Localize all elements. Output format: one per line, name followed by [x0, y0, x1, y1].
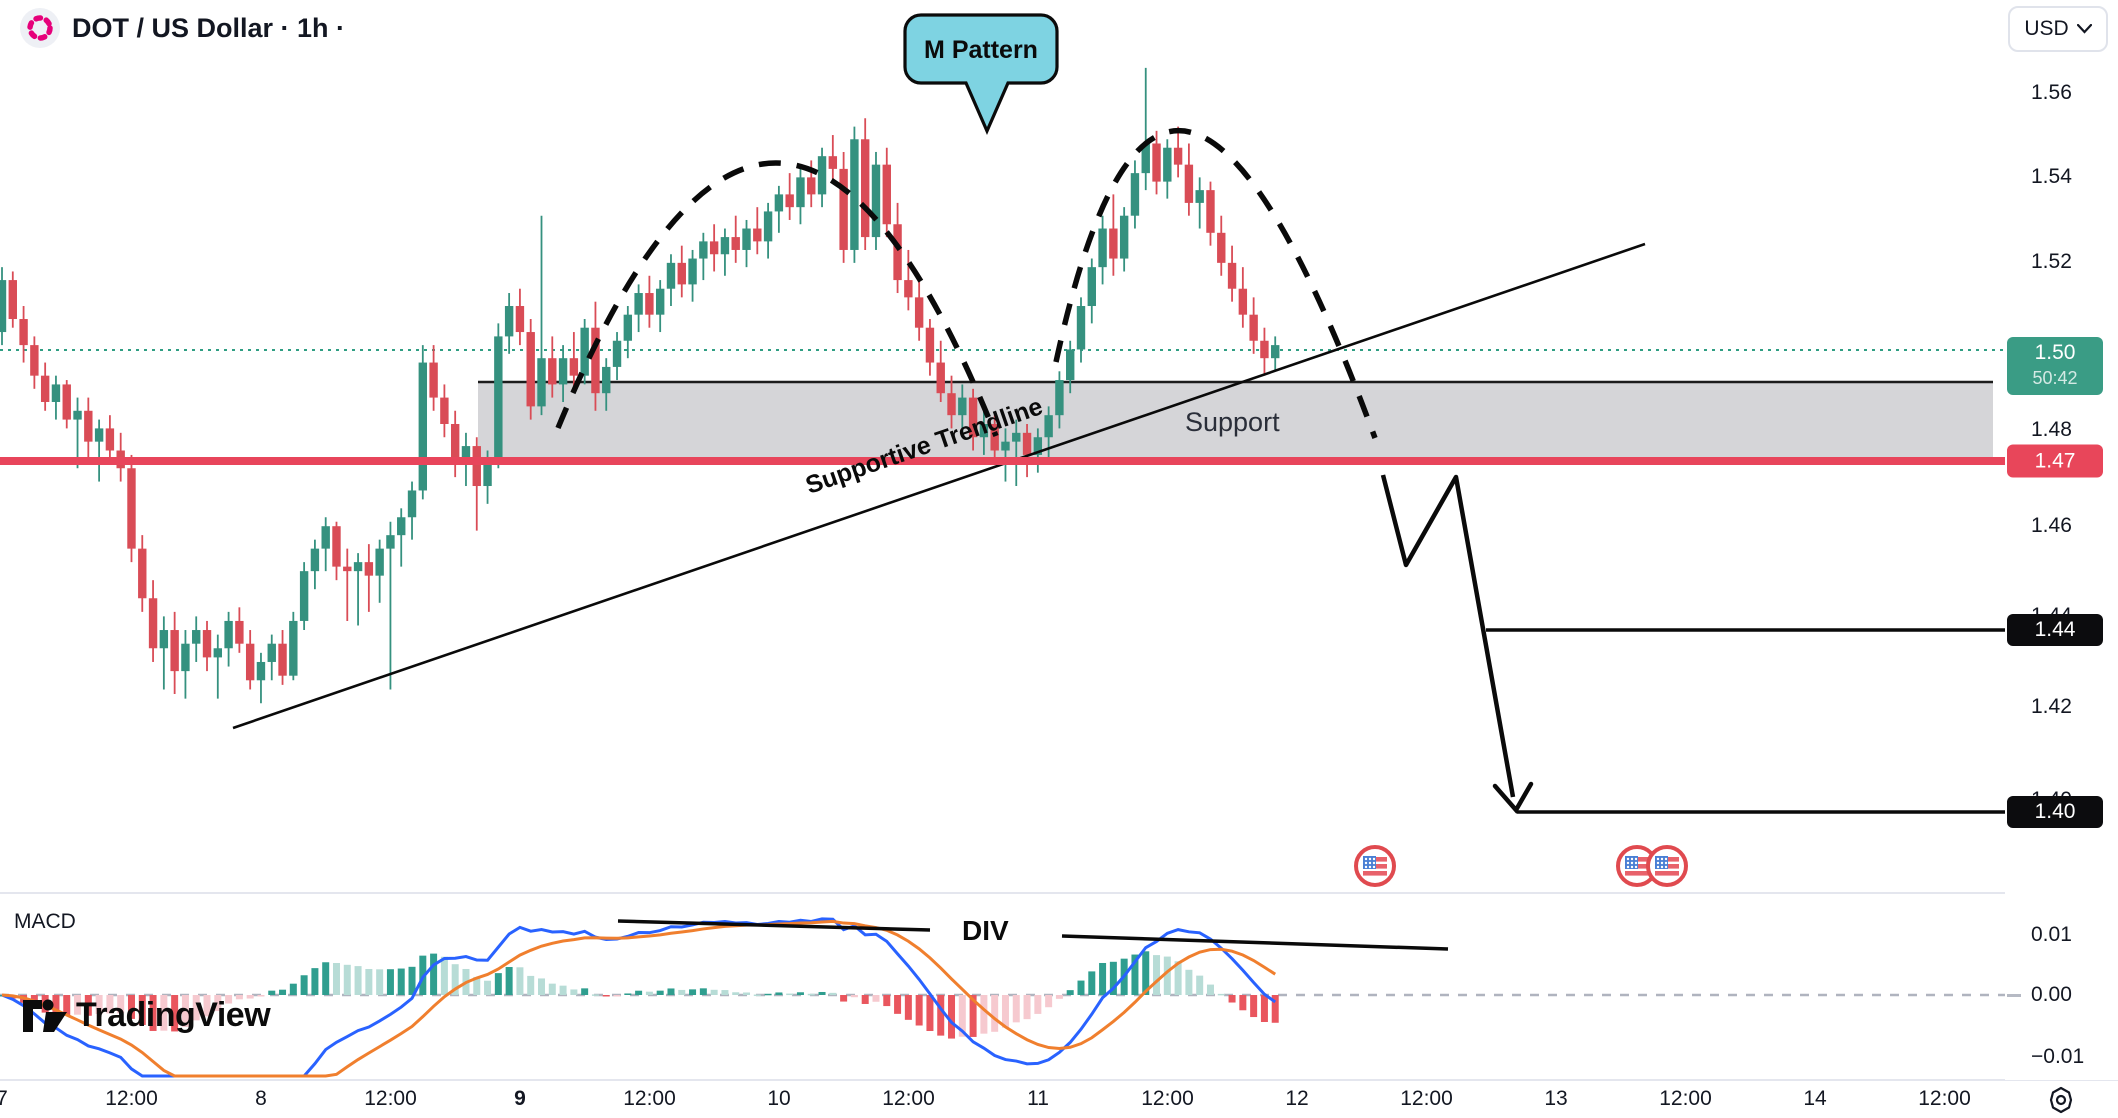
pane-divider[interactable]	[0, 892, 2118, 894]
us-event-flag-icon[interactable]	[1645, 844, 1689, 893]
tradingview-logo-icon	[23, 999, 67, 1032]
symbol-title[interactable]: DOT / US Dollar · 1h ·	[72, 12, 346, 43]
support-price-badge[interactable]: 1.47	[2007, 444, 2103, 478]
time-tick-12:00: 12:00	[1141, 1087, 1194, 1110]
macd-signal-line	[1, 919, 1277, 1078]
m-pattern-callout[interactable]: M Pattern	[903, 13, 1059, 135]
currency-label: USD	[2024, 17, 2069, 40]
time-tick-12:00: 12:00	[1659, 1087, 1712, 1110]
price-tick-−0.01: −0.01	[2031, 1045, 2085, 1068]
m-pattern-arc-1	[555, 160, 999, 438]
bar-countdown: 50:42	[2032, 368, 2078, 388]
time-tick-12:00: 12:00	[105, 1087, 158, 1110]
time-tick-8: 8	[255, 1087, 267, 1110]
m-pattern-arc-2	[1053, 127, 1378, 439]
time-tick-12:00: 12:00	[1918, 1087, 1971, 1110]
price-tick-1.42: 1.42	[2031, 695, 2072, 718]
price-tick-0.00: 0.00	[2031, 983, 2072, 1006]
time-tick-11: 11	[1027, 1087, 1049, 1110]
time-tick-13: 13	[1544, 1087, 1568, 1110]
chevron-down-icon	[2076, 24, 2092, 34]
support-zone-label: Support	[1185, 407, 1280, 437]
current-price-badge[interactable]: 1.50 50:42	[2007, 337, 2103, 395]
time-tick-12: 12	[1285, 1087, 1309, 1110]
price-tick-1.54: 1.54	[2031, 165, 2072, 188]
price-tick-1.46: 1.46	[2031, 514, 2072, 537]
target-price-badge-144[interactable]: 1.44	[2007, 614, 2103, 646]
breakdown-arrow	[1380, 474, 1534, 814]
divergence-line-right[interactable]	[1061, 934, 1449, 951]
price-axis[interactable]: 1.50 50:42 1.47 1.44 1.40 1.56 1.54 1.52 1.…	[2005, 0, 2118, 1080]
divergence-line-left[interactable]	[617, 919, 931, 932]
target-price-badge-140[interactable]: 1.40	[2007, 796, 2103, 828]
time-tick-14: 14	[1803, 1087, 1827, 1110]
current-price-value: 1.50	[2034, 341, 2076, 364]
currency-selector[interactable]: USD	[2008, 6, 2108, 52]
price-tick-1.56: 1.56	[2031, 81, 2072, 104]
candlestick-series	[0, 67, 1280, 704]
time-axis[interactable]: 7 12:00 8 12:00 9 12:00 10 12:00 11 12:00 12 12:00 1…	[0, 1081, 2118, 1118]
time-tick-10: 10	[767, 1087, 791, 1110]
time-tick-12:00: 12:00	[882, 1087, 935, 1110]
time-tick-7: 7	[0, 1087, 8, 1110]
divergence-label: DIV	[962, 915, 1009, 946]
us-event-flag-icon[interactable]	[1353, 844, 1397, 893]
time-tick-12:00: 12:00	[623, 1087, 676, 1110]
price-tick-1.52: 1.52	[2031, 250, 2072, 273]
tradingview-watermark-text: TradingView	[76, 996, 271, 1034]
time-tick-12:00: 12:00	[364, 1087, 417, 1110]
price-tick-1.48: 1.48	[2031, 418, 2072, 441]
gear-icon[interactable]	[2046, 1085, 2076, 1115]
time-tick-9: 9	[514, 1087, 526, 1110]
polkadot-logo-icon	[20, 8, 60, 48]
time-tick-12:00: 12:00	[1400, 1087, 1453, 1110]
macd-indicator-label[interactable]: MACD	[14, 910, 76, 933]
macd-zero-tick	[2007, 994, 2021, 997]
symbol-header: DOT / US Dollar · 1h ·	[20, 8, 345, 48]
support-zone[interactable]	[478, 382, 1993, 461]
time-axis-divider	[0, 1079, 2118, 1081]
tradingview-watermark: TradingView	[22, 996, 271, 1035]
supportive-trendline[interactable]	[232, 242, 1646, 730]
price-tick-0.01: 0.01	[2031, 923, 2072, 946]
m-pattern-label: M Pattern	[924, 36, 1038, 64]
